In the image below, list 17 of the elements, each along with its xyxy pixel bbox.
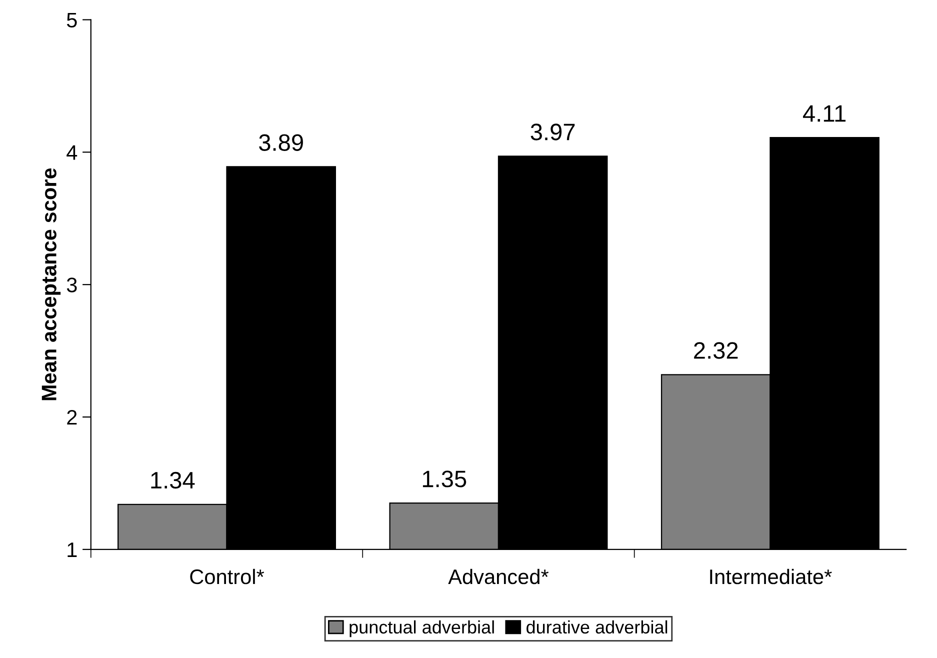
legend-label: durative adverbial bbox=[526, 620, 668, 634]
x-tick-label: Intermediate* bbox=[710, 568, 832, 584]
data-label: 1.35 bbox=[422, 470, 466, 488]
y-tick-label: 3 bbox=[66, 278, 77, 292]
data-label: 4.11 bbox=[803, 105, 846, 122]
data-label: 2.32 bbox=[694, 342, 738, 359]
data-label: 3.97 bbox=[530, 124, 575, 140]
x-tick-label: Advanced* bbox=[448, 568, 549, 584]
legend-label: punctual adverbial bbox=[350, 620, 494, 638]
x-tick-label: Control* bbox=[190, 568, 264, 584]
y-tick-label: 2 bbox=[67, 410, 77, 425]
y-axis-title: Mean acceptance score bbox=[42, 168, 61, 400]
y-tick-label: 1 bbox=[68, 542, 77, 557]
y-tick-label: 4 bbox=[66, 145, 78, 160]
data-label: 1.34 bbox=[151, 472, 195, 489]
y-tick-label: 5 bbox=[66, 12, 77, 28]
data-label: 3.89 bbox=[259, 134, 303, 151]
